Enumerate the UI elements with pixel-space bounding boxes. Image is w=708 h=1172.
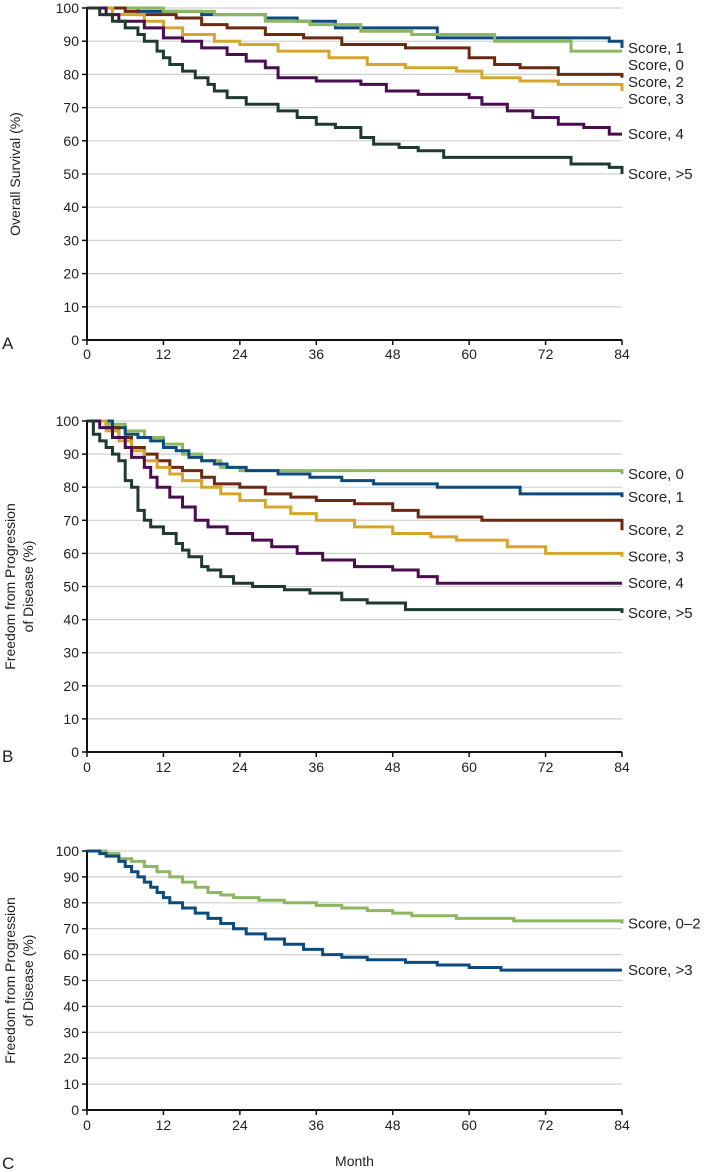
series-label: Score, 3 bbox=[628, 91, 684, 108]
y-tick-label: 100 bbox=[56, 413, 80, 429]
series-label: Score, 3 bbox=[628, 549, 684, 566]
x-tick-label: 48 bbox=[385, 346, 401, 362]
series-line-3 bbox=[87, 6, 624, 91]
y-tick-label: 60 bbox=[63, 545, 79, 561]
y-tick-label: 0 bbox=[71, 1102, 79, 1118]
y-tick-label: 10 bbox=[63, 299, 79, 315]
y-axis-label: of Disease (%) bbox=[20, 935, 36, 1027]
series-line-5 bbox=[87, 419, 624, 613]
series-line-1 bbox=[87, 6, 622, 53]
y-tick-label: 70 bbox=[63, 512, 79, 528]
series-line-4 bbox=[87, 419, 622, 585]
x-tick-label: 0 bbox=[83, 1117, 91, 1133]
y-tick-label: 40 bbox=[63, 199, 79, 215]
x-tick-label: 48 bbox=[385, 1117, 401, 1133]
y-tick-label: 20 bbox=[63, 1050, 79, 1066]
series-label: Score, 0 bbox=[628, 466, 684, 483]
y-tick-label: 60 bbox=[63, 133, 79, 149]
x-tick-label: 84 bbox=[614, 346, 630, 362]
x-tick-label: 72 bbox=[538, 759, 554, 775]
panel-letter: A bbox=[2, 334, 14, 353]
series-line-4 bbox=[87, 6, 622, 136]
y-tick-label: 80 bbox=[63, 66, 79, 82]
x-tick-label: 12 bbox=[156, 346, 172, 362]
y-tick-label: 30 bbox=[63, 1024, 79, 1040]
y-tick-label: 100 bbox=[56, 0, 80, 16]
x-tick-label: 0 bbox=[83, 759, 91, 775]
x-tick-label: 60 bbox=[461, 759, 477, 775]
panel-letter: B bbox=[2, 747, 13, 766]
y-tick-label: 0 bbox=[71, 332, 79, 348]
series-line-2 bbox=[87, 419, 624, 531]
series-line-1 bbox=[87, 849, 622, 972]
y-tick-label: 90 bbox=[63, 446, 79, 462]
series-label: Score, 2 bbox=[628, 522, 684, 539]
x-tick-label: 36 bbox=[308, 1117, 324, 1133]
x-tick-label: 72 bbox=[538, 1117, 554, 1133]
y-axis-label: Freedom from Progression bbox=[2, 503, 18, 670]
x-tick-label: 84 bbox=[614, 1117, 630, 1133]
series-label: Score, 1 bbox=[628, 40, 684, 57]
y-tick-label: 20 bbox=[63, 678, 79, 694]
y-axis-label: Freedom from Progression bbox=[2, 897, 18, 1064]
series-line-0 bbox=[87, 419, 624, 474]
series-label: Score, >5 bbox=[628, 166, 693, 183]
x-tick-label: 12 bbox=[156, 759, 172, 775]
series-line-0 bbox=[87, 849, 624, 924]
x-tick-label: 84 bbox=[614, 759, 630, 775]
y-tick-label: 50 bbox=[63, 166, 79, 182]
x-axis-label: Month bbox=[335, 1153, 374, 1169]
x-tick-label: 72 bbox=[538, 346, 554, 362]
x-tick-label: 0 bbox=[83, 346, 91, 362]
y-tick-label: 70 bbox=[63, 100, 79, 116]
y-tick-label: 20 bbox=[63, 266, 79, 282]
series-label: Score, 2 bbox=[628, 74, 684, 91]
x-tick-label: 48 bbox=[385, 759, 401, 775]
y-axis-label: of Disease (%) bbox=[20, 541, 36, 633]
y-tick-label: 0 bbox=[71, 744, 79, 760]
series-label: Score, >5 bbox=[628, 605, 693, 622]
y-tick-label: 70 bbox=[63, 921, 79, 937]
y-tick-label: 10 bbox=[63, 711, 79, 727]
x-tick-label: 36 bbox=[308, 346, 324, 362]
series-line-5 bbox=[87, 6, 624, 174]
y-tick-label: 100 bbox=[56, 843, 80, 859]
series-line-2 bbox=[87, 6, 624, 78]
x-tick-label: 24 bbox=[232, 346, 248, 362]
series-label: Score, 4 bbox=[628, 126, 684, 143]
y-tick-label: 50 bbox=[63, 973, 79, 989]
y-tick-label: 40 bbox=[63, 612, 79, 628]
series-line-3 bbox=[87, 419, 624, 557]
panel-a: 0 10 20 30 40 50 60 70 80 90 100 0 12 24 36 48 60 72 84 Ove… bbox=[2, 0, 693, 362]
x-tick-label: 24 bbox=[232, 1117, 248, 1133]
series-line-1 bbox=[87, 419, 624, 498]
x-tick-label: 60 bbox=[461, 346, 477, 362]
y-tick-label: 50 bbox=[63, 579, 79, 595]
x-tick-label: 36 bbox=[308, 759, 324, 775]
series-label: Score, >3 bbox=[628, 962, 693, 979]
panel-letter: C bbox=[2, 1154, 14, 1172]
y-tick-label: 90 bbox=[63, 33, 79, 49]
y-axis-label: Overall Survival (%) bbox=[7, 112, 23, 236]
x-tick-label: 24 bbox=[232, 759, 248, 775]
y-tick-label: 30 bbox=[63, 645, 79, 661]
series-label: Score, 0–2 bbox=[628, 916, 701, 933]
y-tick-label: 90 bbox=[63, 869, 79, 885]
x-tick-label: 12 bbox=[156, 1117, 172, 1133]
y-tick-label: 10 bbox=[63, 1076, 79, 1092]
y-tick-label: 80 bbox=[63, 479, 79, 495]
y-tick-label: 60 bbox=[63, 947, 79, 963]
x-tick-label: 60 bbox=[461, 1117, 477, 1133]
panel-c: 0 10 20 30 40 50 60 70 80 90 100 0 12 24 36 48 60 72 84 Fre… bbox=[2, 843, 701, 1172]
y-tick-label: 80 bbox=[63, 895, 79, 911]
series-label: Score, 0 bbox=[628, 57, 684, 74]
series-label: Score, 1 bbox=[628, 489, 684, 506]
y-tick-label: 40 bbox=[63, 998, 79, 1014]
y-tick-label: 30 bbox=[63, 232, 79, 248]
series-label: Score, 4 bbox=[628, 575, 684, 592]
panel-b: 0 10 20 30 40 50 60 70 80 90 100 0 12 24 36 48 60 72 84 Fre… bbox=[2, 413, 693, 775]
